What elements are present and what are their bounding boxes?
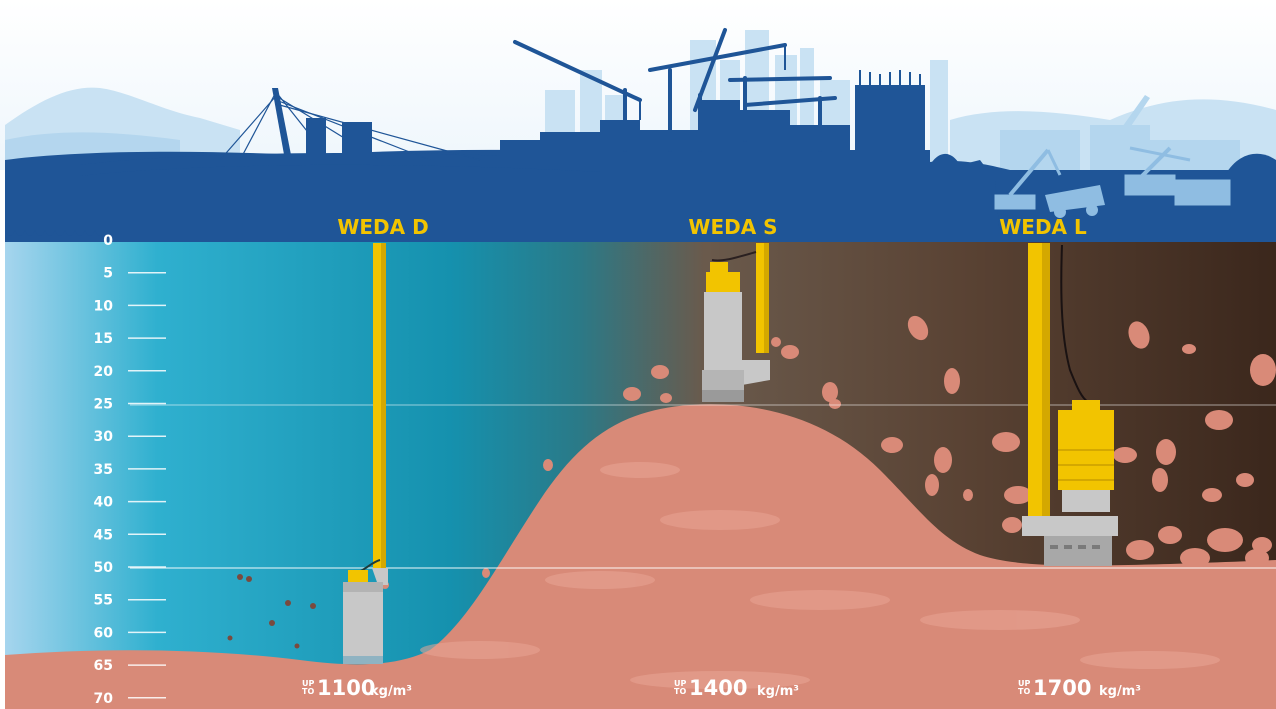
depth-tick-label: 50 <box>94 560 114 576</box>
density-prefix-to: TO <box>302 687 314 696</box>
skyline-silhouette <box>5 70 1276 238</box>
depth-tick-label: 25 <box>94 397 113 413</box>
pump-label-weda-l: WEDA L <box>999 215 1087 239</box>
depth-tick-label: 40 <box>94 495 114 511</box>
density-prefix-to: TO <box>674 687 686 696</box>
seabed-sediment <box>5 404 1276 709</box>
depth-tick-label: 55 <box>94 593 113 609</box>
depth-tick-label: 0 <box>103 233 113 249</box>
depth-tick-label: 60 <box>94 625 114 641</box>
submersible-pump-icon <box>343 582 383 664</box>
weda-l-pump <box>1022 243 1118 566</box>
density-value: 1100 <box>317 676 375 700</box>
density-label-weda-s: UP TO 1400 kg/m³ <box>674 676 799 700</box>
crane-icon <box>513 28 837 152</box>
density-prefix-up: UP <box>1018 679 1030 688</box>
rock-debris <box>381 315 1276 589</box>
sediment-texture <box>420 462 1220 689</box>
weda-d-pump <box>343 243 388 664</box>
depth-tick-label: 35 <box>94 462 113 478</box>
haul-truck-icon <box>1045 185 1105 218</box>
depth-tick-label: 5 <box>103 266 113 282</box>
density-prefix-up: UP <box>674 679 686 688</box>
depth-tick-label: 30 <box>94 429 114 445</box>
pump-label-weda-s: WEDA S <box>688 215 777 239</box>
density-value: 1400 <box>689 676 747 700</box>
cable-stayed-bridge-icon <box>272 88 292 160</box>
gravel-particles <box>227 574 316 649</box>
density-unit: kg/m³ <box>757 684 799 699</box>
depth-tick-label: 10 <box>94 298 114 314</box>
pump-label-weda-d: WEDA D <box>337 215 428 239</box>
depth-tick-label: 65 <box>94 658 113 674</box>
water-surface <box>5 230 1276 244</box>
weda-s-pump <box>702 243 770 402</box>
density-unit: kg/m³ <box>1099 684 1141 699</box>
depth-tick-label: 45 <box>94 527 113 543</box>
depth-tick-label: 15 <box>94 331 113 347</box>
density-label-weda-d: UP TO 1100 kg/m³ <box>302 676 412 700</box>
depth-tick-label: 20 <box>94 364 114 380</box>
distant-plant-icon <box>1000 95 1240 170</box>
density-label-weda-l: UP TO 1700 kg/m³ <box>1018 676 1141 700</box>
density-prefix-up: UP <box>302 679 314 688</box>
excavator-icon <box>994 146 1231 210</box>
depth-tick-label: 70 <box>94 691 114 707</box>
density-prefix-to: TO <box>1018 687 1030 696</box>
depth-scale: 0 5 10 15 20 25 30 35 40 45 50 55 60 65 70 <box>94 233 166 707</box>
density-unit: kg/m³ <box>370 684 412 699</box>
density-value: 1700 <box>1033 676 1091 700</box>
